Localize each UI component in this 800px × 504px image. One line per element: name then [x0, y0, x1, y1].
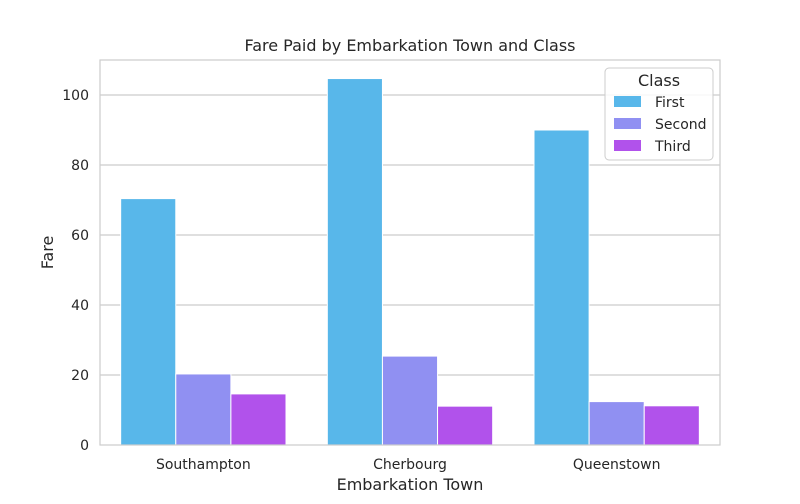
- bar-southampton-first: [120, 198, 177, 446]
- legend-items: First Second Third: [614, 95, 707, 155]
- legend-title: Class: [638, 71, 680, 90]
- bars-group: [120, 78, 700, 446]
- legend: Class First Second Third: [604, 67, 714, 161]
- bar-queenstown-second: [588, 401, 645, 446]
- y-tick-label-80: 80: [71, 158, 89, 174]
- y-axis-label: Fare: [38, 236, 57, 270]
- bar-queenstown-first: [533, 129, 590, 446]
- legend-swatch-second: [614, 118, 641, 129]
- x-tick-label-southampton: Southampton: [156, 457, 251, 473]
- bar-southampton-second: [175, 373, 232, 446]
- bar-queenstown-third: [643, 405, 700, 446]
- y-tick-label-40: 40: [71, 298, 89, 314]
- y-tick-label-100: 100: [62, 88, 89, 104]
- bar-southampton-third: [230, 393, 287, 446]
- bar-cherbourg-second: [381, 355, 439, 446]
- x-tick-label-queenstown: Queenstown: [573, 457, 661, 473]
- legend-box: [604, 67, 714, 161]
- y-tick-label-20: 20: [71, 368, 89, 384]
- chart-title: Fare Paid by Embarkation Town and Class: [244, 36, 575, 55]
- legend-label-first: First: [655, 95, 685, 111]
- legend-swatch-first: [614, 96, 641, 107]
- x-tick-labels: Southampton Cherbourg Queenstown: [156, 457, 661, 473]
- legend-label-second: Second: [655, 117, 707, 133]
- plot-frame: [99, 59, 721, 446]
- bar-cherbourg-third: [437, 405, 494, 446]
- legend-label-third: Third: [654, 139, 691, 155]
- legend-swatch-third: [614, 140, 641, 151]
- y-tick-label-60: 60: [71, 228, 89, 244]
- bar-cherbourg-first: [326, 78, 383, 446]
- x-axis-label: Embarkation Town: [337, 475, 484, 494]
- x-tick-label-cherbourg: Cherbourg: [373, 457, 447, 473]
- y-tick-labels: 0 20 40 60 80 100: [62, 88, 89, 454]
- y-tick-label-0: 0: [80, 438, 89, 454]
